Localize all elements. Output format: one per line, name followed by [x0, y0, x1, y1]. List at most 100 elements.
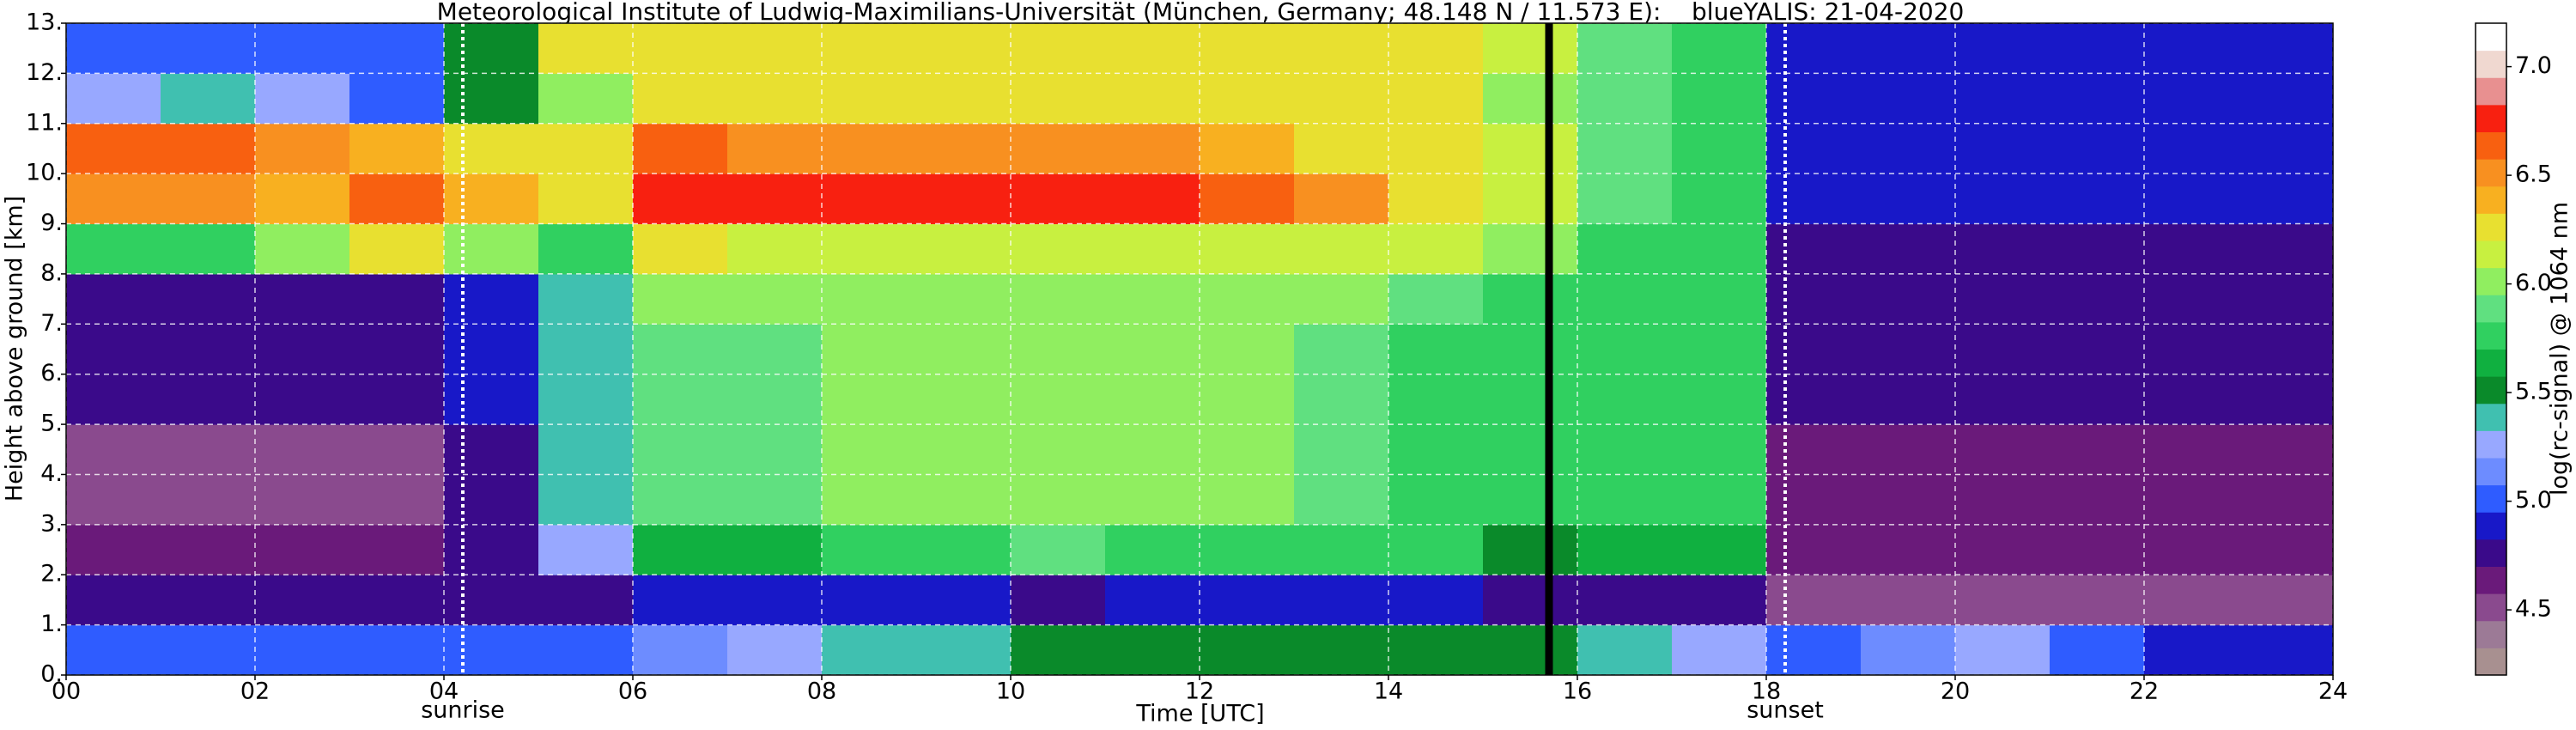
heatmap-cell: [633, 273, 728, 325]
heatmap-cell: [1861, 123, 1956, 174]
plot-frame: [65, 22, 2334, 676]
x-tick-label: 16: [1563, 678, 1592, 705]
y-tick-label: 11.: [26, 109, 63, 136]
heatmap-cell: [727, 374, 823, 425]
heatmap-cell: [538, 123, 634, 174]
heatmap-cell: [1483, 23, 1578, 74]
y-tick-label: 12.: [26, 59, 63, 86]
heatmap-cell: [633, 424, 728, 475]
y-tick-label: 5.: [40, 411, 63, 437]
heatmap-cell: [444, 374, 539, 425]
heatmap-cell: [1011, 73, 1106, 125]
heatmap-cell: [2144, 524, 2239, 575]
heatmap-cell: [444, 73, 539, 125]
heatmap-cell: [2050, 374, 2145, 425]
colorbar-segment: [2476, 566, 2506, 594]
heatmap-cell: [1766, 173, 1862, 225]
heatmap-cell: [255, 424, 350, 475]
heatmap-cell: [1577, 73, 1673, 125]
heatmap-cell: [538, 324, 634, 375]
x-tick-label: 04: [429, 678, 459, 705]
heatmap-cell: [538, 374, 634, 425]
x-tick-label: 10: [996, 678, 1025, 705]
heatmap-cell: [916, 524, 1012, 575]
heatmap-cell: [1483, 173, 1578, 225]
heatmap-cell: [1672, 624, 1767, 676]
heatmap-cell: [1200, 624, 1295, 676]
colorbar-segment: [2476, 593, 2506, 622]
heatmap-cell: [1105, 324, 1200, 375]
heatmap-cell: [255, 73, 350, 125]
heatmap-cell: [444, 474, 539, 526]
heatmap-cell: [2050, 524, 2145, 575]
heatmap-cell: [2050, 324, 2145, 375]
x-tick-label: 22: [2129, 678, 2159, 705]
heatmap-cell: [2144, 273, 2239, 325]
colorbar-segment: [2476, 104, 2506, 132]
heatmap-cell: [1388, 624, 1484, 676]
heatmap-cell: [1955, 73, 2050, 125]
chart-title: Meteorological Institute of Ludwig-Maxim…: [437, 0, 1965, 26]
heatmap-cell: [2239, 173, 2334, 225]
heatmap-cell: [1388, 173, 1484, 225]
heatmap-cell: [1388, 223, 1484, 275]
heatmap-cell: [727, 524, 823, 575]
heatmap-cell: [1955, 524, 2050, 575]
heatmap-cell: [1200, 374, 1295, 425]
heatmap-cell: [1672, 273, 1767, 325]
colorbar-tick-label: 6.0: [2515, 270, 2552, 296]
colorbar-segment: [2476, 240, 2506, 269]
heatmap-cell: [1861, 173, 1956, 225]
heatmap-cell: [1955, 374, 2050, 425]
heatmap-cell: [633, 123, 728, 174]
heatmap-cell: [1200, 424, 1295, 475]
heatmap-cell: [1011, 624, 1106, 676]
heatmap-cell: [1105, 273, 1200, 325]
heatmap-cell: [66, 23, 161, 74]
heatmap-cell: [66, 273, 161, 325]
heatmap-cell: [66, 374, 161, 425]
heatmap-cell: [2050, 624, 2145, 676]
heatmap-cell: [1105, 123, 1200, 174]
y-tick-label: 9.: [40, 210, 63, 236]
heatmap-cell: [916, 575, 1012, 626]
heatmap-cell: [822, 374, 917, 425]
heatmap-cell: [1672, 524, 1767, 575]
colorbar-segment: [2476, 131, 2506, 160]
colorbar-segment: [2476, 538, 2506, 567]
heatmap-cell: [1955, 223, 2050, 275]
heatmap-cell: [1861, 524, 1956, 575]
heatmap-cell: [1105, 624, 1200, 676]
heatmap-cell: [916, 123, 1012, 174]
heatmap-cell: [822, 424, 917, 475]
heatmap-cell: [1105, 23, 1200, 74]
heatmap-cell: [2239, 474, 2334, 526]
heatmap-cell: [1011, 575, 1106, 626]
heatmap-cell: [727, 223, 823, 275]
heatmap-cell: [1388, 324, 1484, 375]
heatmap-cell: [1577, 374, 1673, 425]
heatmap-cell: [349, 223, 445, 275]
heatmap-cell: [66, 624, 161, 676]
y-tick-label: 8.: [40, 259, 63, 286]
heatmap-cell: [444, 23, 539, 74]
heatmap-cell: [822, 273, 917, 325]
y-tick-label: 10.: [26, 160, 63, 186]
heatmap-cell: [1483, 624, 1578, 676]
heatmap-cell: [2144, 23, 2239, 74]
heatmap-cell: [1577, 474, 1673, 526]
heatmap-cell: [538, 524, 634, 575]
heatmap-cell: [2239, 73, 2334, 125]
heatmap-cell: [1294, 474, 1389, 526]
heatmap-cell: [822, 173, 917, 225]
heatmap-cell: [66, 474, 161, 526]
heatmap-cell: [349, 123, 445, 174]
heatmap-cell: [255, 123, 350, 174]
heatmap-cell: [916, 374, 1012, 425]
heatmap-cell: [1672, 173, 1767, 225]
heatmap-cell: [633, 624, 728, 676]
heatmap-cell: [255, 223, 350, 275]
colorbar-segment: [2476, 376, 2506, 405]
heatmap-cell: [1200, 575, 1295, 626]
